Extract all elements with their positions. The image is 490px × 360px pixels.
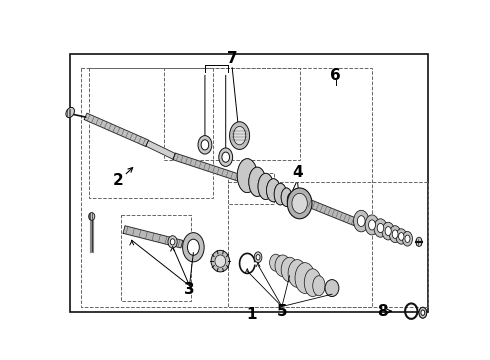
Ellipse shape xyxy=(183,233,204,262)
Ellipse shape xyxy=(66,107,74,118)
Ellipse shape xyxy=(188,239,199,255)
Ellipse shape xyxy=(229,122,249,149)
Ellipse shape xyxy=(416,237,422,247)
Text: 8: 8 xyxy=(377,303,387,319)
Ellipse shape xyxy=(201,140,209,150)
Ellipse shape xyxy=(419,307,427,318)
Ellipse shape xyxy=(267,179,280,202)
Ellipse shape xyxy=(249,167,266,197)
Ellipse shape xyxy=(249,167,266,197)
Polygon shape xyxy=(123,226,183,248)
Ellipse shape xyxy=(419,307,427,318)
Ellipse shape xyxy=(281,188,292,206)
Ellipse shape xyxy=(267,179,280,202)
Ellipse shape xyxy=(254,252,262,263)
Ellipse shape xyxy=(281,188,292,206)
Ellipse shape xyxy=(365,215,379,235)
Text: 6: 6 xyxy=(330,68,341,83)
Ellipse shape xyxy=(382,222,394,240)
Ellipse shape xyxy=(281,257,298,282)
Text: 7: 7 xyxy=(226,51,237,66)
Ellipse shape xyxy=(274,183,287,205)
Ellipse shape xyxy=(89,213,95,220)
Ellipse shape xyxy=(295,263,315,293)
Bar xyxy=(228,182,428,306)
Ellipse shape xyxy=(304,269,321,297)
Bar xyxy=(89,68,214,198)
Polygon shape xyxy=(146,140,175,159)
Ellipse shape xyxy=(396,229,407,244)
Ellipse shape xyxy=(171,239,175,245)
Ellipse shape xyxy=(325,280,339,297)
Text: 5: 5 xyxy=(277,303,287,319)
Ellipse shape xyxy=(237,159,257,193)
Ellipse shape xyxy=(402,231,413,246)
Ellipse shape xyxy=(374,219,387,237)
Ellipse shape xyxy=(385,227,391,235)
Ellipse shape xyxy=(392,230,398,238)
Text: 4: 4 xyxy=(292,165,303,180)
Polygon shape xyxy=(306,199,357,225)
Ellipse shape xyxy=(233,126,246,145)
Bar xyxy=(81,68,372,306)
Ellipse shape xyxy=(398,233,404,240)
Polygon shape xyxy=(173,153,241,181)
Bar xyxy=(228,174,274,204)
Ellipse shape xyxy=(168,236,177,248)
Ellipse shape xyxy=(219,148,233,166)
Ellipse shape xyxy=(377,223,384,233)
Ellipse shape xyxy=(405,235,410,242)
Ellipse shape xyxy=(390,226,401,243)
Ellipse shape xyxy=(354,210,369,232)
Ellipse shape xyxy=(421,310,425,315)
Ellipse shape xyxy=(256,255,260,260)
Ellipse shape xyxy=(258,173,273,199)
Ellipse shape xyxy=(287,193,296,208)
Ellipse shape xyxy=(270,254,282,271)
Polygon shape xyxy=(84,113,148,147)
Text: 1: 1 xyxy=(246,307,256,322)
Ellipse shape xyxy=(357,216,365,226)
Ellipse shape xyxy=(274,183,287,205)
Text: 3: 3 xyxy=(184,282,195,297)
Ellipse shape xyxy=(287,193,296,208)
Ellipse shape xyxy=(237,159,257,193)
Bar xyxy=(164,68,300,159)
Ellipse shape xyxy=(368,220,375,230)
Ellipse shape xyxy=(313,276,325,296)
Ellipse shape xyxy=(292,193,307,213)
Text: 2: 2 xyxy=(113,173,123,188)
Ellipse shape xyxy=(275,255,291,276)
Bar xyxy=(121,215,191,301)
Ellipse shape xyxy=(287,188,312,219)
Ellipse shape xyxy=(198,136,212,154)
Ellipse shape xyxy=(222,152,229,162)
Ellipse shape xyxy=(288,260,307,287)
Ellipse shape xyxy=(215,255,226,267)
Ellipse shape xyxy=(258,173,273,199)
Ellipse shape xyxy=(211,250,229,272)
